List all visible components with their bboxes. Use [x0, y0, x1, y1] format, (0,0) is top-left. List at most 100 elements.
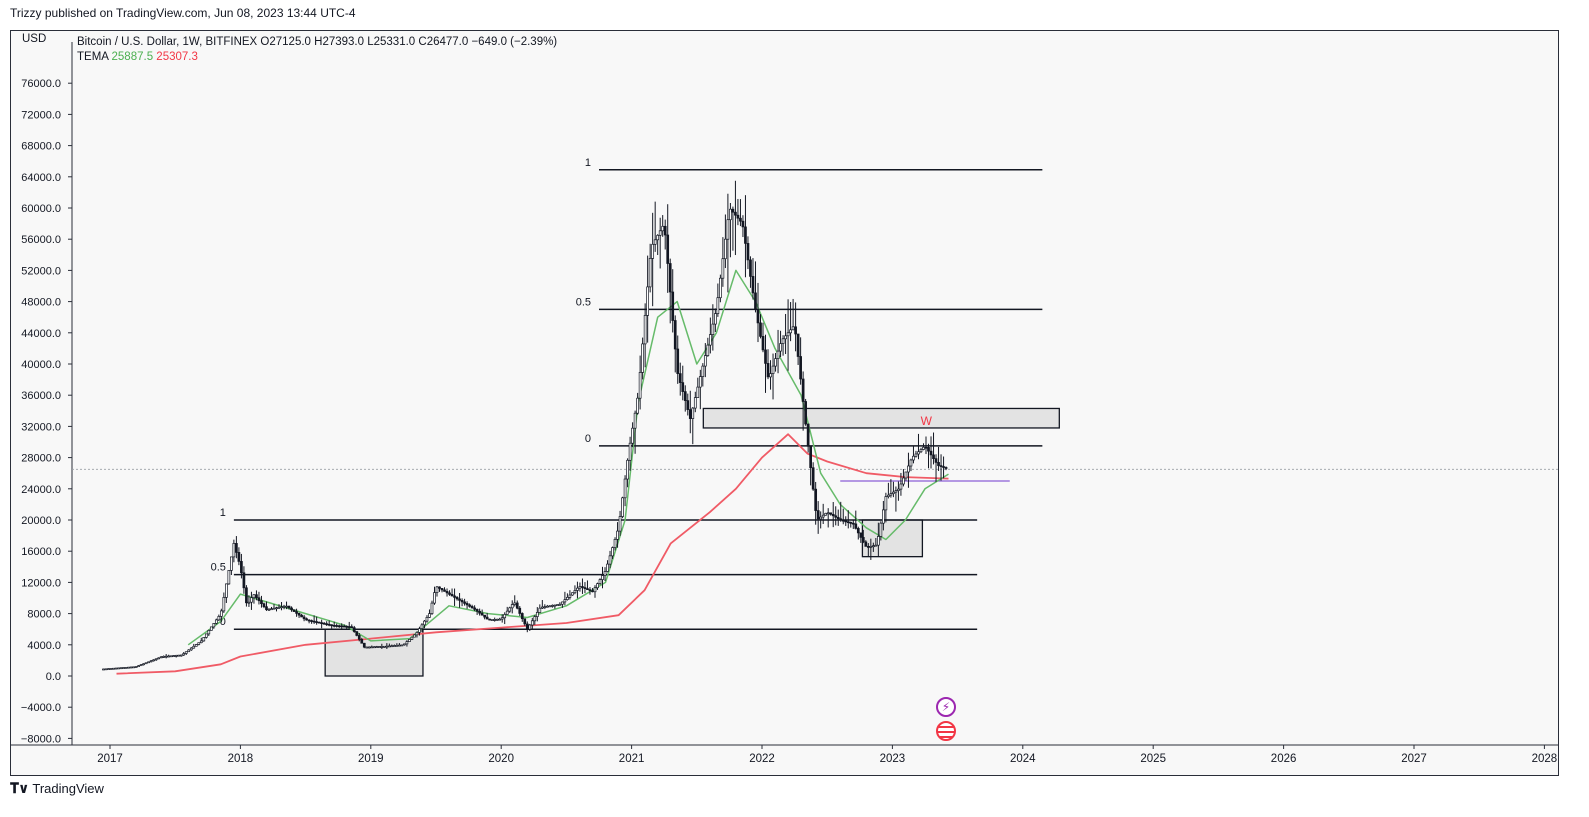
candle-body	[528, 624, 532, 630]
candle-body	[631, 427, 634, 444]
candle-body	[312, 620, 316, 623]
candle-body	[746, 243, 750, 261]
candle-body	[510, 604, 514, 609]
candle-body	[897, 488, 900, 491]
candle-body	[372, 646, 376, 649]
candle-body	[824, 512, 828, 516]
candle-body	[816, 510, 820, 520]
x-tick-label: 2024	[1010, 753, 1036, 765]
candle-body	[297, 613, 301, 616]
candle-body	[889, 493, 893, 496]
x-tick-label: 2019	[358, 753, 384, 765]
candle-body	[352, 627, 356, 632]
candle-body	[761, 336, 765, 351]
candle-body	[561, 601, 564, 605]
candle-body	[543, 606, 547, 608]
candle-body	[117, 667, 120, 670]
candle-body	[332, 624, 336, 627]
candle-body	[355, 631, 359, 636]
candle-body	[779, 343, 782, 352]
candle-body	[428, 613, 431, 618]
candle-body	[247, 601, 251, 604]
candle-body	[902, 477, 905, 485]
y-tick-label: 72000.0	[21, 109, 61, 121]
candle-body	[280, 606, 283, 609]
candle-body	[189, 647, 193, 651]
us-economic-event-icon[interactable]	[936, 721, 956, 741]
candle-body	[696, 386, 700, 398]
candle-body	[611, 547, 614, 557]
candle-body	[834, 515, 838, 518]
candle-body	[744, 226, 747, 244]
x-tick-label: 2017	[97, 753, 123, 765]
candle-body	[831, 513, 835, 517]
candle-body	[300, 614, 303, 618]
symbol-label[interactable]: Bitcoin / U.S. Dollar, 1W, BITFINEX	[77, 36, 258, 48]
candle-body	[149, 660, 153, 663]
candle-body	[267, 608, 271, 611]
candle-body	[551, 605, 554, 607]
candle-body	[839, 518, 843, 521]
y-tick-label: 32000.0	[21, 421, 61, 433]
candle-body	[505, 610, 509, 615]
y-tick-label: 8000.0	[27, 609, 61, 621]
candle-body	[769, 373, 772, 378]
x-tick-label: 2021	[619, 753, 645, 765]
candle-body	[683, 391, 687, 401]
candle-body	[119, 667, 123, 670]
candle-body	[513, 602, 517, 605]
candle-body	[370, 646, 374, 649]
candle-body	[759, 322, 762, 337]
candle-body	[483, 614, 486, 618]
candle-body	[771, 365, 775, 374]
candle-body	[726, 219, 730, 240]
candle-body	[222, 597, 226, 612]
y-tick-label: −4000.0	[21, 702, 61, 714]
fib-level-label: 0.5	[576, 296, 591, 308]
candle-body	[219, 610, 223, 617]
candle-body	[924, 446, 928, 449]
candle-body	[182, 653, 186, 656]
candle-body	[302, 616, 306, 620]
candle-body	[821, 514, 825, 518]
candle-body	[327, 623, 331, 626]
candle-body	[382, 645, 386, 648]
candle-body	[917, 451, 920, 455]
candle-body	[789, 329, 792, 334]
candle-body	[731, 208, 735, 213]
candle-body	[305, 618, 308, 621]
candle-body	[152, 659, 155, 662]
open-value: O27125.0	[260, 36, 311, 48]
candle-body	[673, 320, 677, 350]
y-tick-label: 40000.0	[21, 359, 61, 371]
candle-body	[811, 467, 815, 490]
candle-body	[458, 598, 461, 601]
candle-body	[465, 603, 469, 606]
x-tick-label: 2020	[488, 753, 514, 765]
indicator-name[interactable]: TEMA	[77, 51, 109, 63]
y-tick-label: 28000.0	[21, 453, 61, 465]
y-tick-label: 56000.0	[21, 234, 61, 246]
candle-body	[270, 608, 273, 611]
candle-body	[871, 545, 875, 548]
candle-body	[781, 338, 785, 344]
candle-body	[104, 668, 108, 671]
candle-body	[706, 344, 710, 356]
candle-body	[754, 292, 757, 310]
candle-body	[909, 459, 913, 467]
x-tick-label: 2026	[1271, 753, 1297, 765]
candle-body	[846, 521, 850, 524]
change-value: −649.0 (−2.39%)	[471, 36, 558, 48]
candle-body	[122, 667, 125, 669]
candle-body	[275, 607, 278, 610]
y-tick-label: 36000.0	[21, 390, 61, 402]
footer-brand: 𝐓∨ TradingView	[10, 780, 104, 797]
candle-body	[826, 512, 830, 515]
y-tick-label: 0.0	[46, 671, 61, 683]
candle-body	[836, 516, 840, 520]
candle-body	[520, 613, 524, 620]
candle-body	[809, 445, 812, 469]
lightning-event-icon[interactable]: ⚡	[936, 697, 956, 717]
candle-body	[405, 641, 409, 645]
